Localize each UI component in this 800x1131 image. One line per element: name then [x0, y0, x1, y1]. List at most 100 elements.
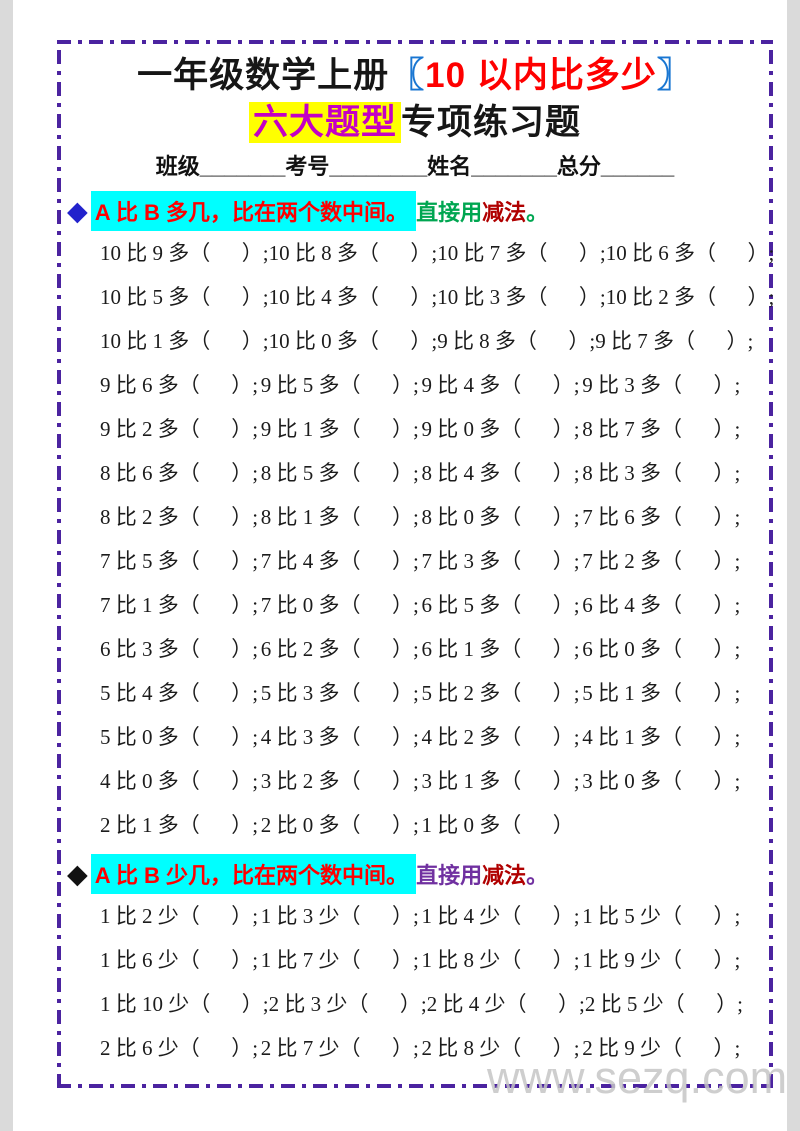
problem-item: 2 比 6 少（ ）; — [100, 1036, 259, 1060]
problem-item: 8 比 1 多（ ）; — [260, 505, 419, 529]
section-heading-2: ◆ A 比 B 少几，比在两个数中间。 直接用 减法 。 — [67, 854, 773, 894]
title-highlight: 六大题型 — [248, 102, 401, 143]
scan-edge-right — [787, 0, 800, 1131]
problem-item: 9 比 1 多（ ）; — [260, 417, 419, 441]
section-tip-method: 减法 — [482, 863, 527, 888]
problem-item: 8 比 3 多（ ）; — [582, 461, 741, 485]
problem-row: 5 比 0 多（ ）; 4 比 3 多（ ）; 4 比 2 多（ ）; 4 比 1 多… — [100, 714, 743, 758]
problem-item: 10 比 3 多（ ）; — [437, 285, 606, 309]
problem-item: 1 比 4 少（ ）; — [421, 904, 580, 928]
problem-item: 1 比 5 少（ ）; — [582, 904, 741, 928]
problem-row: 10 比 9 多（ ）; 10 比 8 多（ ）; 10 比 7 多（ ）; 10 比… — [100, 230, 774, 274]
problem-item: 5 比 4 多（ ）; — [100, 681, 259, 705]
problem-item: 9 比 4 多（ ）; — [421, 373, 580, 397]
problem-item: 4 比 3 多（ ）; — [260, 725, 419, 749]
problem-item: 10 比 4 多（ ）; — [268, 285, 438, 309]
section-tip-prefix: 直接用 — [416, 200, 483, 225]
section-tip-period: 。 — [526, 200, 549, 225]
problem-item: 1 比 0 多（ ） — [421, 813, 574, 837]
problem-item: 9 比 6 多（ ）; — [100, 373, 259, 397]
problem-item: 2 比 4 少（ ）; — [426, 992, 585, 1016]
problem-row: 4 比 0 多（ ）; 3 比 2 多（ ）; 3 比 1 多（ ）; 3 比 0 多… — [100, 758, 743, 802]
problem-row: 6 比 3 多（ ）; 6 比 2 多（ ）; 6 比 1 多（ ）; 6 比 0 多… — [100, 626, 743, 670]
problem-row: 5 比 4 多（ ）; 5 比 3 多（ ）; 5 比 2 多（ ）; 5 比 1 多… — [100, 670, 743, 714]
problem-row: 8 比 6 多（ ）; 8 比 5 多（ ）; 8 比 4 多（ ）; 8 比 3 多… — [100, 450, 743, 494]
section-heading-1: ◆ A 比 B 多几，比在两个数中间。 直接用 减法 。 — [67, 191, 773, 231]
problem-item: 1 比 8 少（ ）; — [421, 948, 580, 972]
problem-row: 8 比 2 多（ ）; 8 比 1 多（ ）; 8 比 0 多（ ）; 7 比 6 多… — [100, 494, 743, 538]
problem-item: 8 比 2 多（ ）; — [100, 505, 259, 529]
problem-item: 9 比 8 多（ ）; — [437, 329, 596, 353]
scan-edge-left — [0, 0, 13, 1131]
problem-item: 9 比 7 多（ ）; — [595, 329, 754, 353]
problem-item: 2 比 9 少（ ）; — [582, 1036, 741, 1060]
problem-item: 1 比 6 少（ ）; — [100, 948, 259, 972]
problem-row: 10 比 5 多（ ）; 10 比 4 多（ ）; 10 比 3 多（ ）; 10 比… — [100, 274, 774, 318]
problem-rows-section-1: 10 比 9 多（ ）; 10 比 8 多（ ）; 10 比 7 多（ ）; 10 比… — [100, 230, 774, 846]
problem-item: 2 比 3 少（ ）; — [268, 992, 427, 1016]
diamond-bullet-icon: ◆ — [67, 858, 88, 890]
problem-item: 4 比 1 多（ ）; — [582, 725, 741, 749]
problem-item: 10 比 9 多（ ）; — [100, 241, 269, 265]
problem-item: 5 比 2 多（ ）; — [421, 681, 580, 705]
problem-item: 4 比 0 多（ ）; — [100, 769, 259, 793]
problem-row: 2 比 6 少（ ）; 2 比 7 少（ ）; 2 比 8 少（ ）; 2 比 9 少… — [100, 1025, 743, 1069]
problem-item: 8 比 0 多（ ）; — [421, 505, 580, 529]
problem-item: 3 比 0 多（ ）; — [582, 769, 741, 793]
problem-item: 10 比 1 多（ ）; — [100, 329, 269, 353]
title-bracket-open: 〖 — [389, 56, 426, 95]
problem-item: 2 比 1 多（ ）; — [100, 813, 259, 837]
problem-row: 7 比 5 多（ ）; 7 比 4 多（ ）; 7 比 3 多（ ）; 7 比 2 多… — [100, 538, 743, 582]
diamond-bullet-icon: ◆ — [67, 195, 88, 227]
problem-item: 5 比 1 多（ ）; — [582, 681, 741, 705]
student-info-line: 班级_______考号________姓名_______总分______ — [155, 154, 675, 179]
problem-row: 7 比 1 多（ ）; 7 比 0 多（ ）; 6 比 5 多（ ）; 6 比 4 多… — [100, 582, 743, 626]
problem-item: 1 比 7 少（ ）; — [260, 948, 419, 972]
problem-item: 1 比 9 少（ ）; — [582, 948, 741, 972]
title-rest: 专项练习题 — [401, 103, 582, 142]
problem-item: 6 比 5 多（ ）; — [421, 593, 580, 617]
problem-item: 6 比 0 多（ ）; — [582, 637, 741, 661]
problem-item: 10 比 5 多（ ）; — [100, 285, 269, 309]
problem-item: 2 比 5 少（ ）; — [584, 992, 743, 1016]
problem-item: 1 比 2 少（ ）; — [100, 904, 259, 928]
problem-item: 7 比 4 多（ ）; — [260, 549, 419, 573]
problem-item: 10 比 2 多（ ）; — [605, 285, 775, 309]
section-rule-text: A 比 B 少几，比在两个数中间。 — [90, 854, 417, 894]
problem-item: 7 比 6 多（ ）; — [582, 505, 741, 529]
problem-row: 1 比 2 少（ ）; 1 比 3 少（ ）; 1 比 4 少（ ）; 1 比 5 少… — [100, 893, 743, 937]
problem-rows-section-2: 1 比 2 少（ ）; 1 比 3 少（ ）; 1 比 4 少（ ）; 1 比 5 少… — [100, 893, 743, 1069]
page-title-line-2: 六大题型 专项练习题 — [57, 99, 773, 146]
worksheet-page: 一年级数学上册〖10 以内比多少〗 六大题型 专项练习题 班级_______考号_… — [57, 40, 774, 1088]
problem-item: 6 比 1 多（ ）; — [421, 637, 580, 661]
problem-item: 7 比 2 多（ ）; — [582, 549, 741, 573]
problem-item: 8 比 6 多（ ）; — [100, 461, 259, 485]
problem-item: 10 比 7 多（ ）; — [437, 241, 606, 265]
problem-item: 6 比 4 多（ ）; — [582, 593, 741, 617]
problem-item: 9 比 0 多（ ）; — [421, 417, 580, 441]
problem-item: 6 比 2 多（ ）; — [260, 637, 419, 661]
problem-item: 1 比 3 少（ ）; — [260, 904, 419, 928]
problem-item: 8 比 4 多（ ）; — [421, 461, 580, 485]
section-tip-period: 。 — [526, 863, 549, 888]
section-rule-text: A 比 B 多几，比在两个数中间。 — [90, 191, 417, 231]
problem-item: 9 比 3 多（ ）; — [582, 373, 741, 397]
problem-item: 9 比 2 多（ ）; — [100, 417, 259, 441]
page-title-line-1: 一年级数学上册〖10 以内比多少〗 — [57, 52, 773, 99]
problem-row: 10 比 1 多（ ）; 10 比 0 多（ ）; 9 比 8 多（ ）; 9 比 7… — [100, 318, 753, 362]
problem-item: 7 比 1 多（ ）; — [100, 593, 259, 617]
title-subject: 10 以内比多少 — [425, 56, 657, 95]
problem-item: 5 比 3 多（ ）; — [260, 681, 419, 705]
problem-row: 2 比 1 多（ ）; 2 比 0 多（ ）; 1 比 0 多（ ） — [100, 802, 743, 846]
problem-row: 9 比 6 多（ ）; 9 比 5 多（ ）; 9 比 4 多（ ）; 9 比 3 多… — [100, 362, 743, 406]
problem-row: 1 比 6 少（ ）; 1 比 7 少（ ）; 1 比 8 少（ ）; 1 比 9 少… — [100, 937, 743, 981]
problem-item: 10 比 0 多（ ）; — [268, 329, 438, 353]
problem-item: 2 比 7 少（ ）; — [260, 1036, 419, 1060]
title-course: 一年级数学上册 — [137, 56, 390, 95]
problem-item: 2 比 8 少（ ）; — [421, 1036, 580, 1060]
problem-item: 10 比 8 多（ ）; — [268, 241, 438, 265]
problem-item: 2 比 0 多（ ）; — [260, 813, 419, 837]
problem-item: 8 比 5 多（ ）; — [260, 461, 419, 485]
problem-row: 9 比 2 多（ ）; 9 比 1 多（ ）; 9 比 0 多（ ）; 8 比 7 多… — [100, 406, 743, 450]
section-tip-method: 减法 — [482, 200, 527, 225]
